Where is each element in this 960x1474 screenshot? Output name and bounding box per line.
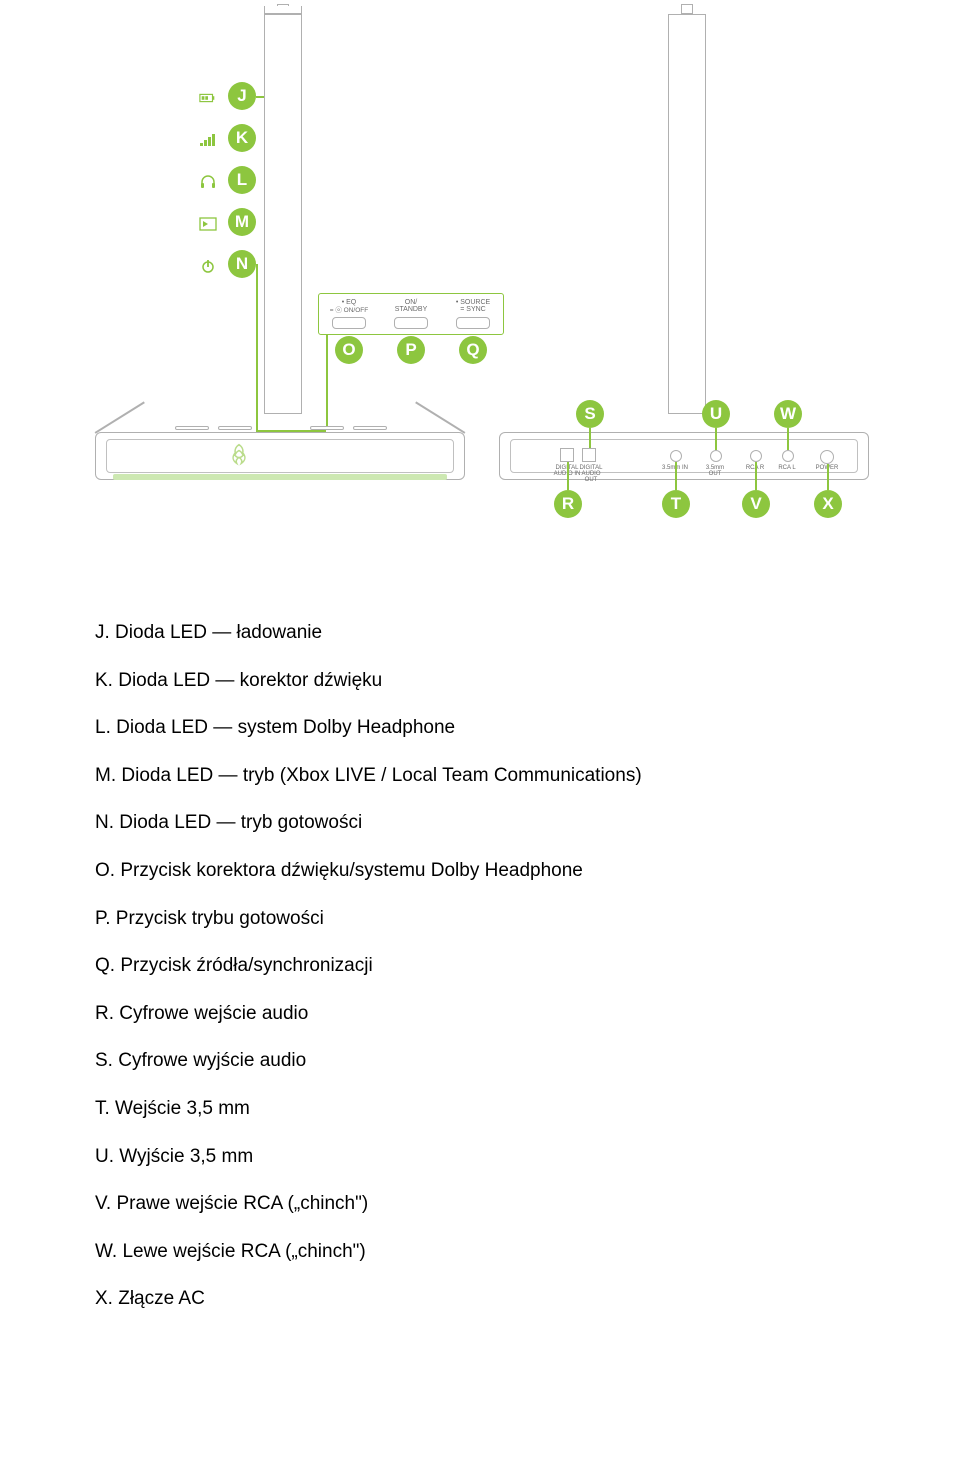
badge-t-label: T: [671, 494, 681, 514]
desc-v: V. Prawe wejście RCA („chinch"): [95, 1191, 865, 1218]
desc-l: L. Dioda LED — system Dolby Headphone: [95, 715, 865, 742]
desc-r: R. Cyfrowe wejście audio: [95, 1001, 865, 1028]
badge-w: W: [774, 400, 802, 428]
line-u: [715, 428, 717, 450]
badge-o-label: O: [342, 340, 355, 360]
badge-s: S: [576, 400, 604, 428]
badge-n-label: N: [236, 254, 248, 274]
desc-x: X. Złącze AC: [95, 1286, 865, 1313]
description-list: J. Dioda LED — ładowanie K. Dioda LED — …: [0, 590, 960, 1374]
green-line-vertical: [256, 264, 258, 430]
desc-u: U. Wyjście 3,5 mm: [95, 1144, 865, 1171]
port-label-s: DIGITAL AUDIO OUT: [576, 465, 606, 483]
badge-k-label: K: [236, 128, 248, 148]
headphone-icon: [199, 173, 217, 191]
badge-k: K: [228, 124, 256, 152]
desc-q: Q. Przycisk źródła/synchronizacji: [95, 953, 865, 980]
opq-outline: [318, 293, 504, 335]
badge-w-label: W: [780, 404, 796, 424]
desc-p: P. Przycisk trybu gotowości: [95, 906, 865, 933]
badge-m: M: [228, 208, 256, 236]
port-35-in: [670, 450, 682, 462]
front-base-edge-r: [415, 401, 465, 433]
line-w: [787, 428, 789, 450]
badge-l: L: [228, 166, 256, 194]
badge-m-label: M: [235, 212, 249, 232]
port-label-u: 3.5mm OUT: [700, 465, 730, 477]
front-top-btn-1: [175, 426, 209, 430]
badge-r: R: [554, 490, 582, 518]
badge-r-label: R: [562, 494, 574, 514]
badge-x: X: [814, 490, 842, 518]
line-r: [567, 462, 569, 490]
port-digital-in: [560, 448, 574, 462]
port-label-w: RCA L: [772, 465, 802, 471]
front-base: [95, 432, 465, 480]
badge-q: Q: [459, 336, 487, 364]
badge-j-label: J: [237, 86, 246, 106]
badge-u-label: U: [710, 404, 722, 424]
badge-x-label: X: [822, 494, 833, 514]
line-v: [755, 462, 757, 490]
front-base-edge-l: [95, 401, 145, 433]
dolby-icon: [199, 215, 217, 233]
badge-n: N: [228, 250, 256, 278]
badge-v: V: [742, 490, 770, 518]
desc-w: W. Lewe wejście RCA („chinch"): [95, 1239, 865, 1266]
battery-icon: [199, 89, 217, 107]
port-power: [820, 450, 834, 464]
green-line-jn: [256, 96, 264, 98]
front-top-btn-2: [218, 426, 252, 430]
badge-s-label: S: [584, 404, 595, 424]
badge-p-label: P: [405, 340, 416, 360]
desc-t: T. Wejście 3,5 mm: [95, 1096, 865, 1123]
razer-logo-icon: [225, 440, 253, 473]
badge-t: T: [662, 490, 690, 518]
desc-k: K. Dioda LED — korektor dźwięku: [95, 668, 865, 695]
desc-n: N. Dioda LED — tryb gotowości: [95, 810, 865, 837]
rear-tower-cap: [681, 4, 693, 14]
desc-s: S. Cyfrowe wyjście audio: [95, 1048, 865, 1075]
desc-m: M. Dioda LED — tryb (Xbox LIVE / Local T…: [95, 763, 865, 790]
desc-j: J. Dioda LED — ładowanie: [95, 620, 865, 647]
bars-icon: [199, 131, 217, 149]
badge-p: P: [397, 336, 425, 364]
badge-j: J: [228, 82, 256, 110]
green-line-to-buttons: [256, 430, 326, 432]
badge-l-label: L: [237, 170, 247, 190]
desc-o: O. Przycisk korektora dźwięku/systemu Do…: [95, 858, 865, 885]
power-icon: [199, 257, 217, 275]
diagram-area: J K L M N • EQ = ⓞ ON/OFF O ON/ STANDBY …: [0, 0, 960, 590]
line-t: [675, 462, 677, 490]
opq-connector-v: [326, 335, 328, 426]
badge-q-label: Q: [466, 340, 479, 360]
front-base-inner: [106, 439, 454, 473]
port-rca-r: [750, 450, 762, 462]
badge-o: O: [335, 336, 363, 364]
front-tower: [264, 14, 302, 414]
badge-u: U: [702, 400, 730, 428]
rear-tower: [668, 14, 706, 414]
badge-v-label: V: [750, 494, 761, 514]
port-rca-l: [782, 450, 794, 462]
front-tower-detail: [264, 6, 302, 14]
port-35-out: [710, 450, 722, 462]
front-top-btn-4: [353, 426, 387, 430]
line-x: [827, 464, 829, 490]
front-base-light: [113, 474, 447, 480]
port-digital-out: [582, 448, 596, 462]
line-s: [589, 428, 591, 448]
